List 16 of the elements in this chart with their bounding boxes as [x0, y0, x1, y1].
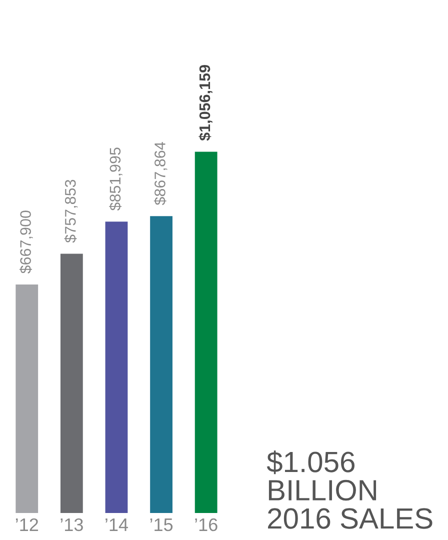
bar: [105, 222, 128, 513]
bar: [150, 216, 172, 513]
x-tick-label: ’13: [60, 518, 83, 532]
x-tick-label: ’12: [16, 518, 38, 531]
data-label: $867,864: [154, 142, 168, 206]
data-label: $851,995: [109, 148, 122, 211]
data-label: $757,853: [64, 180, 78, 243]
data-label: $667,900: [20, 210, 33, 274]
x-tick-label: ’16: [195, 518, 218, 532]
bar: [16, 284, 38, 513]
data-label: $1,056,159: [198, 65, 212, 141]
bar: [60, 254, 83, 513]
x-tick-label: ’15: [150, 518, 173, 532]
bar: [194, 152, 218, 513]
text: $1.056 BILLION 2016 SALES: [266, 450, 432, 529]
x-tick-label: ’14: [106, 518, 128, 531]
